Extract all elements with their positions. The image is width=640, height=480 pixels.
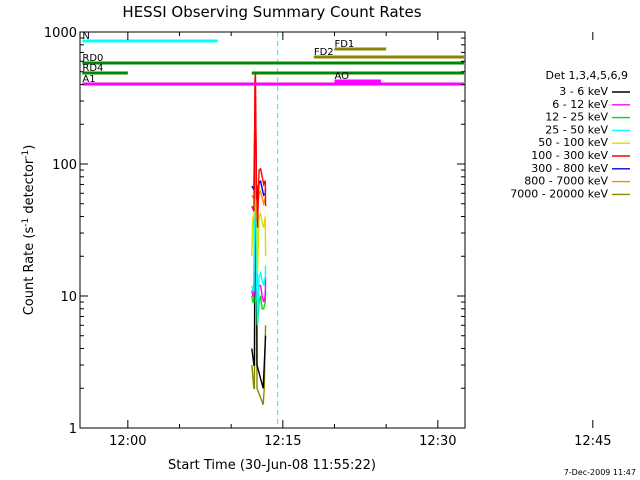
legend-entry: 6 - 12 keV xyxy=(552,98,608,111)
x-axis-label: Start Time (30-Jun-08 11:55:22) xyxy=(168,458,376,473)
y-tick-label: 1 xyxy=(69,422,77,437)
flag-label: N xyxy=(82,31,89,42)
y-tick-label: 10 xyxy=(60,290,77,305)
legend-entry: 800 - 7000 keV xyxy=(524,175,608,188)
legend-entry: 12 - 25 keV xyxy=(545,111,608,124)
flag-label: AO xyxy=(334,71,349,82)
x-tick-label: 12:15 xyxy=(264,434,301,449)
chart-title: HESSI Observing Summary Count Rates xyxy=(122,3,421,21)
footer-timestamp: 7-Dec-2009 11:47 xyxy=(564,468,636,477)
plot-frame xyxy=(79,31,466,429)
flag-label: FD1 xyxy=(334,39,354,50)
series-line xyxy=(251,71,267,228)
flag-label: RD0 xyxy=(82,53,103,64)
legend-entry: 300 - 800 keV xyxy=(531,162,608,175)
flag-label: FD2 xyxy=(314,47,334,58)
legend-entry: 25 - 50 keV xyxy=(545,123,608,136)
y-axis-label: Count Rate (s-1 detector-1) xyxy=(21,145,37,316)
legend-title: Det 1,3,4,5,6,9 xyxy=(545,69,628,82)
x-tick-label: 12:45 xyxy=(574,434,611,449)
y-tick-label: 100 xyxy=(52,158,77,173)
flag-label: RD4 xyxy=(82,63,103,74)
legend-entry: 3 - 6 keV xyxy=(559,85,608,98)
legend-entry: 50 - 100 keV xyxy=(538,136,608,149)
y-axis: 1 10 100 1000 xyxy=(44,26,465,437)
series-traces xyxy=(251,71,267,406)
legend-entry: 100 - 300 keV xyxy=(531,149,608,162)
legend-entry: 7000 - 20000 keV xyxy=(510,187,608,200)
flag-label: A1 xyxy=(82,74,95,85)
x-tick-label: 12:30 xyxy=(419,434,456,449)
series-line xyxy=(251,140,267,326)
y-tick-label: 1000 xyxy=(44,26,77,41)
x-tick-label: 12:00 xyxy=(109,434,146,449)
